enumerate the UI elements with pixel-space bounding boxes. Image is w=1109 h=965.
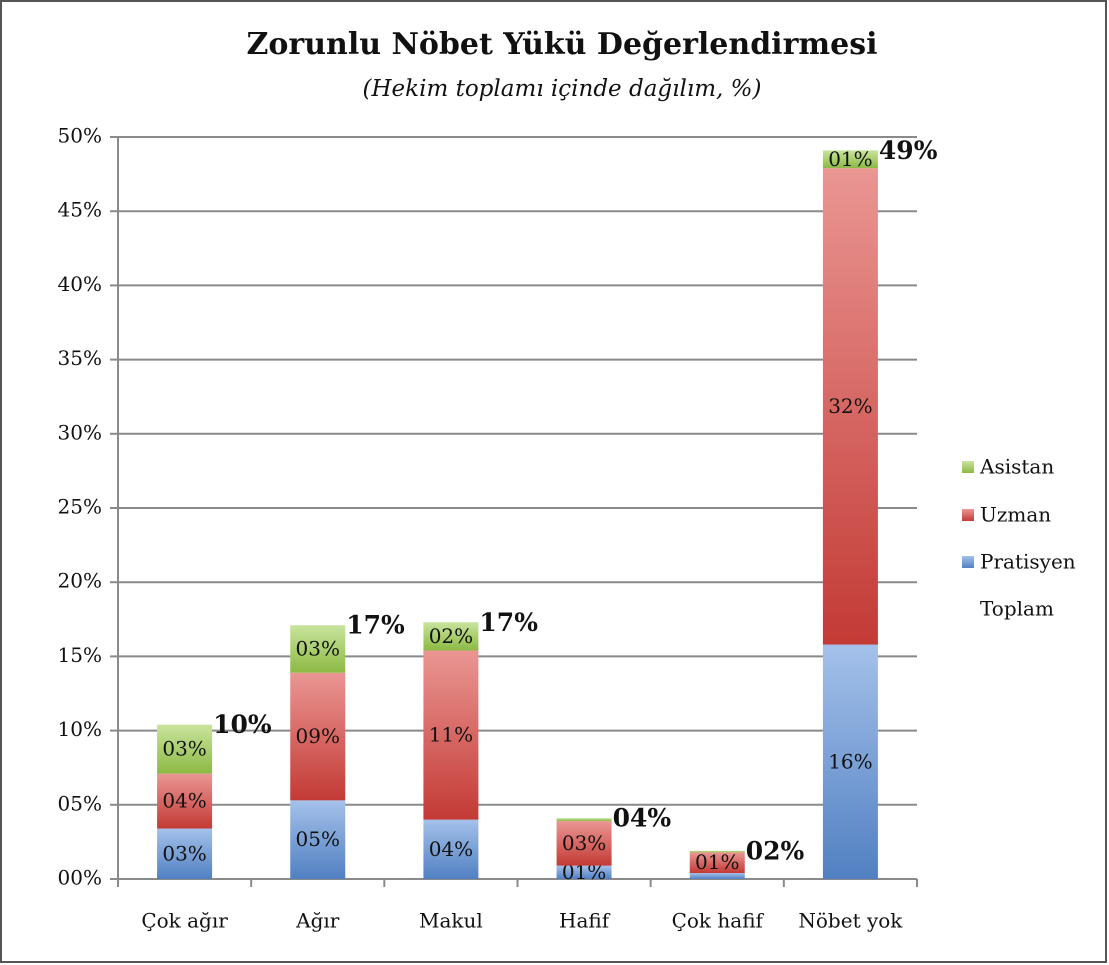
y-tick-label: 10% (58, 717, 102, 741)
data-label: 09% (296, 724, 340, 748)
bar-segment (423, 650, 479, 820)
bar-segment (822, 168, 878, 645)
bar-segment (556, 818, 612, 822)
data-label: 02% (429, 624, 473, 648)
y-tick-label: 00% (58, 866, 102, 890)
legend-swatch (962, 509, 974, 521)
data-label: 04% (162, 789, 206, 813)
bar-segment (822, 150, 878, 169)
total-label: 49% (879, 136, 938, 165)
y-tick-label: 35% (58, 346, 102, 370)
data-label: 32% (828, 394, 872, 418)
data-label: 03% (162, 737, 206, 761)
legend-swatch (962, 461, 974, 473)
data-label: 16% (828, 749, 872, 773)
bar-segment (556, 821, 612, 866)
data-label: 03% (296, 636, 340, 660)
bar-segment (689, 873, 745, 879)
data-label: 05% (296, 827, 340, 851)
bar-segment (689, 850, 745, 853)
bar-segment (290, 800, 346, 879)
y-tick-label: 45% (58, 198, 102, 222)
data-label: 01% (695, 850, 739, 874)
bar-segment (290, 625, 346, 673)
data-label: 01% (828, 147, 872, 171)
bar-segment (423, 819, 479, 879)
x-tick-label: Hafif (559, 909, 611, 933)
chart-title: Zorunlu Nöbet Yükü Değerlendirmesi (246, 27, 877, 62)
bar-segment (556, 865, 612, 879)
total-label: 10% (213, 710, 272, 739)
total-label: 04% (613, 804, 672, 833)
data-label: 04% (429, 837, 473, 861)
x-tick-label: Ağır (295, 909, 340, 933)
legend-swatch (962, 556, 974, 568)
legend-label: Toplam (980, 597, 1054, 621)
data-label: 03% (162, 841, 206, 865)
y-tick-label: 20% (58, 569, 102, 593)
bar-segment (423, 622, 479, 651)
x-tick-label: Çok ağır (141, 909, 228, 933)
legend-label: Asistan (979, 455, 1054, 479)
bar-segment (689, 852, 745, 874)
x-tick-label: Makul (419, 909, 483, 933)
y-tick-label: 30% (58, 420, 102, 444)
bar-segment (157, 773, 213, 829)
x-tick-label: Nöbet yok (798, 909, 903, 933)
bar-segment (290, 672, 346, 801)
bar-segment (822, 644, 878, 879)
data-label: 03% (562, 831, 606, 855)
y-tick-label: 40% (58, 272, 102, 296)
total-label: 02% (746, 836, 805, 865)
x-tick-label: Çok hafif (672, 909, 765, 933)
y-tick-label: 50% (58, 124, 102, 148)
data-label: 11% (429, 723, 473, 747)
bar-segment (157, 724, 213, 774)
bar-segment (157, 828, 213, 879)
total-label: 17% (346, 611, 405, 640)
chart-subtitle: (Hekim toplamı içinde dağılım, %) (363, 76, 762, 102)
legend-label: Uzman (980, 503, 1051, 527)
total-label: 17% (479, 608, 538, 637)
y-tick-label: 05% (58, 791, 102, 815)
y-tick-label: 15% (58, 643, 102, 667)
y-tick-label: 25% (58, 495, 102, 519)
legend-label: Pratisyen (980, 550, 1076, 574)
